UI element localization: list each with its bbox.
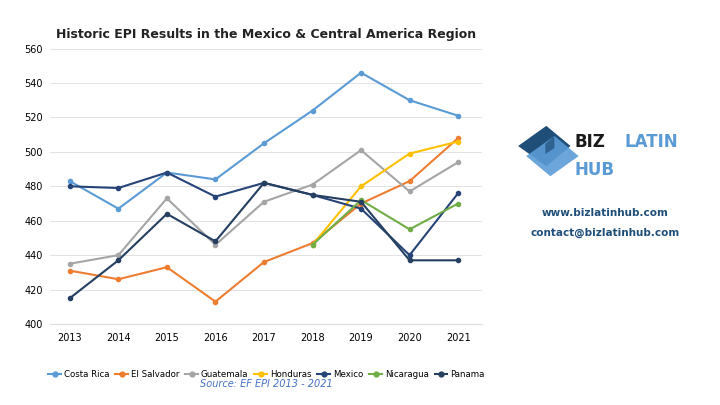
Text: BIZ: BIZ: [575, 133, 606, 151]
Text: LATIN: LATIN: [625, 133, 678, 151]
Text: contact@bizlatinhub.com: contact@bizlatinhub.com: [530, 228, 680, 238]
Polygon shape: [518, 126, 570, 166]
Legend: Costa Rica, El Salvador, Guatemala, Honduras, Mexico, Nicaragua, Panama: Costa Rica, El Salvador, Guatemala, Hond…: [45, 367, 488, 383]
Polygon shape: [545, 136, 554, 154]
Text: www.bizlatinhub.com: www.bizlatinhub.com: [541, 207, 668, 217]
Text: Historic EPI Results in the Mexico & Central America Region: Historic EPI Results in the Mexico & Cen…: [56, 28, 477, 41]
Polygon shape: [526, 136, 579, 176]
Text: HUB: HUB: [575, 161, 615, 179]
Text: Source: EF EPI 2013 - 2021: Source: EF EPI 2013 - 2021: [200, 379, 333, 389]
